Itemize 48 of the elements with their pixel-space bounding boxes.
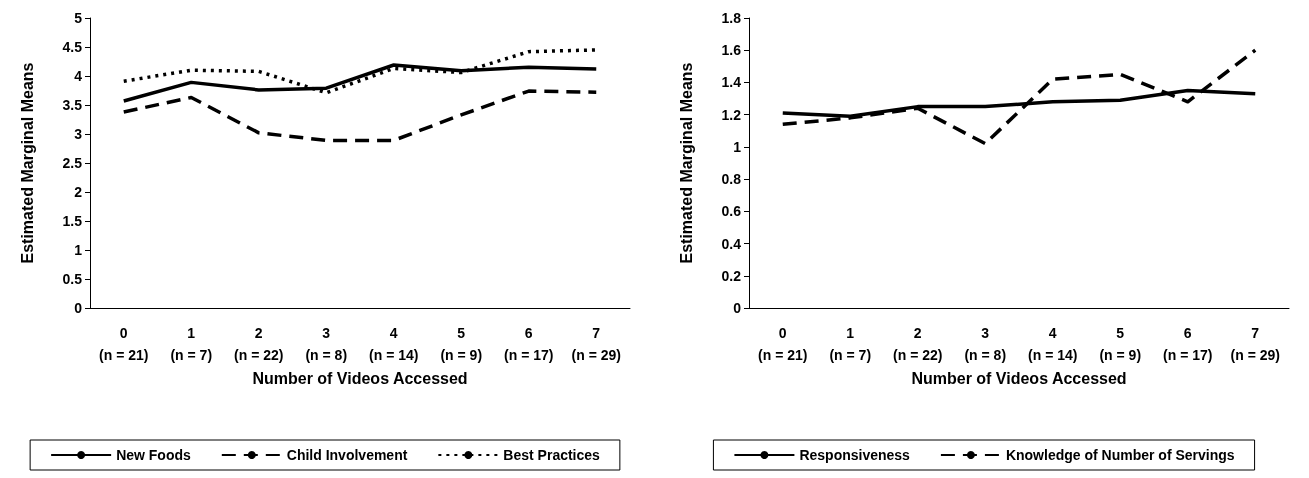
legend-label: New Foods [116,447,192,463]
x-tick-label: 4 (n = 14) [369,325,419,363]
y-tick-label: 0.5 [62,271,83,287]
y-tick-label: 3.5 [62,97,83,113]
x-tick-label: 0 (n = 21) [758,325,808,363]
y-tick-label: 0 [74,300,83,316]
x-tick-label: 1 (n = 7) [170,325,213,363]
y-tick-label: 1.8 [721,10,742,26]
y-tick-label: 2 [74,184,83,200]
y-axis-title: Estimated Marginal Means [18,62,36,264]
legend-label: Best Practices [503,447,601,463]
x-tick-label: 3 (n = 8) [305,325,348,363]
x-tick-label: 7 (n = 29) [571,325,621,363]
x-axis-title: Number of Videos Accessed [911,370,1127,388]
y-tick-label: 1.2 [721,106,742,123]
x-tick-label: 6 (n = 17) [1163,325,1213,363]
line-series [781,48,1257,146]
line-series [122,89,598,143]
x-tick-label: 4 (n = 14) [1028,325,1078,363]
x-tick-label: 0 (n = 21) [99,325,149,363]
x-tick-label: 5 (n = 9) [1099,325,1142,363]
y-tick-label: 5 [74,10,83,26]
y-tick-label: 0.8 [721,171,742,188]
y-tick-label: 4.5 [62,39,83,55]
y-tick-label: 1.5 [62,213,83,229]
y-tick-label: 0 [733,300,742,316]
y-tick-label: 3 [74,126,83,142]
x-tick-label: 6 (n = 17) [504,325,554,363]
x-tick-label: 3 (n = 8) [964,325,1007,363]
legend-label: Knowledge of Number of Servings [1005,447,1235,463]
y-tick-label: 0.6 [721,203,742,220]
y-axis-title: Estimated Marginal Means [677,62,695,264]
y-tick-label: 0.4 [721,235,742,252]
x-tick-label: 2 (n = 22) [234,325,284,363]
x-tick-label: 2 (n = 22) [893,325,943,363]
y-tick-label: 1.4 [721,74,742,91]
y-tick-label: 4 [74,68,83,84]
legend-label: Child Involvement [286,447,408,463]
y-tick-label: 2.5 [62,155,83,171]
x-axis-title: Number of Videos Accessed [252,370,468,388]
y-tick-label: 0.2 [721,267,742,284]
x-tick-label: 1 (n = 7) [829,325,872,363]
x-tick-label: 7 (n = 29) [1230,325,1280,363]
y-tick-label: 1.6 [721,42,742,59]
legend-label: Responsiveness [799,447,911,463]
y-tick-label: 1 [733,138,742,155]
x-tick-label: 5 (n = 9) [440,325,483,363]
y-tick-label: 1 [74,242,83,258]
